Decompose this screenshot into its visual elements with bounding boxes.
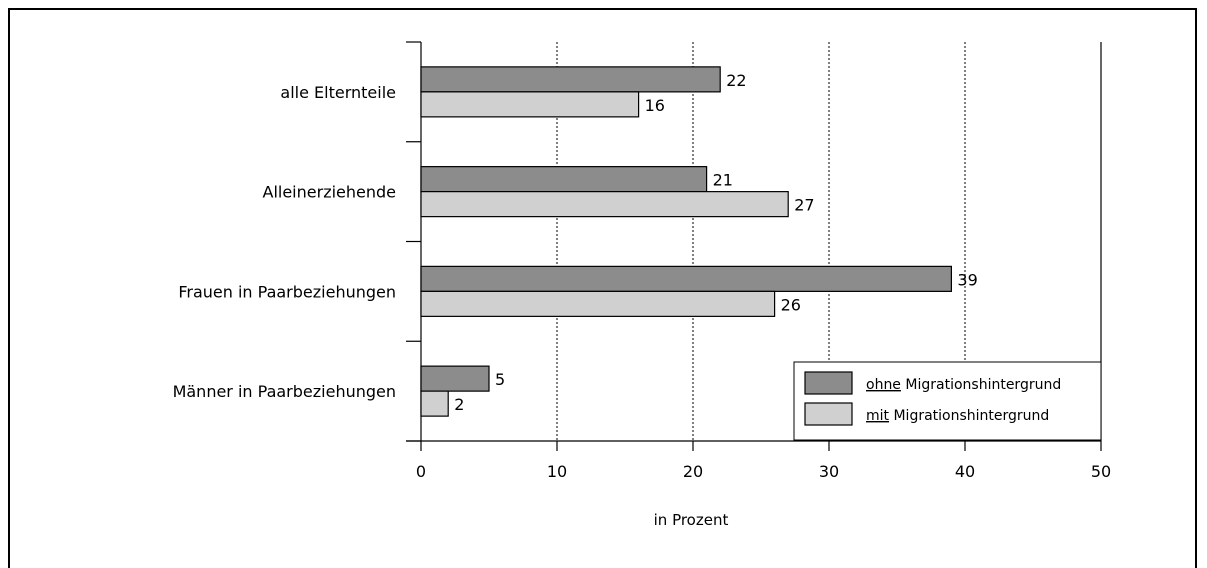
bar xyxy=(420,365,490,392)
bar xyxy=(420,166,708,193)
data-label: 2 xyxy=(454,395,464,414)
bar xyxy=(420,390,449,417)
category-label: alle Elternteile xyxy=(280,83,396,102)
legend-swatch xyxy=(804,402,853,426)
data-label: 39 xyxy=(957,270,977,289)
data-label: 5 xyxy=(495,370,505,389)
x-tick-label: 30 xyxy=(819,462,839,481)
x-axis-title: in Prozent xyxy=(654,511,729,529)
x-tick-label: 40 xyxy=(955,462,975,481)
data-label: 22 xyxy=(726,71,746,90)
category-label: Frauen in Paarbeziehungen xyxy=(178,282,396,301)
bar xyxy=(420,290,776,317)
x-tick-label: 10 xyxy=(547,462,567,481)
data-label: 26 xyxy=(781,295,801,314)
data-label: 16 xyxy=(645,96,665,115)
data-label: 27 xyxy=(794,196,814,215)
bar xyxy=(420,66,721,93)
bar xyxy=(420,265,953,292)
legend-label: ohne Migrationshintergrund xyxy=(866,377,1061,393)
legend-swatch xyxy=(804,371,853,395)
x-tick-label: 50 xyxy=(1091,462,1111,481)
data-label: 21 xyxy=(713,171,733,190)
category-label: Alleinerziehende xyxy=(263,183,397,202)
bar xyxy=(420,191,789,218)
legend-label: mit Migrationshintergrund xyxy=(866,408,1049,424)
category-label: Männer in Paarbeziehungen xyxy=(173,382,396,401)
x-tick-label: 20 xyxy=(683,462,703,481)
x-tick-label: 0 xyxy=(416,462,426,481)
bar xyxy=(420,91,640,118)
